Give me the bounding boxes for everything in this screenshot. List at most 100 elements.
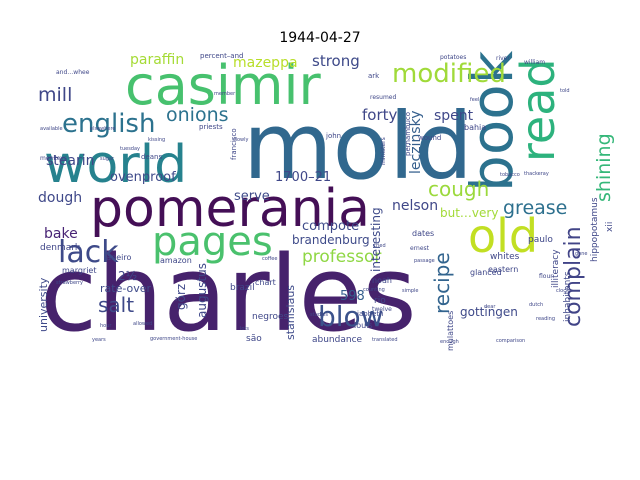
cloud-word: japheth [356,310,384,318]
cloud-word: percent–and [200,52,243,60]
cloud-word: tobacco [500,172,520,178]
cloud-word: inhabitants [563,271,573,322]
cloud-word: pomerania [90,179,370,239]
cloud-word: elsewhere [90,126,116,132]
cloud-word: görz [174,284,188,310]
cloud-word: cough [428,177,489,201]
cloud-word: amazon [160,256,192,265]
cloud-word: chart [255,278,276,287]
cloud-word: twelve [372,306,392,313]
cloud-word: lack [58,235,119,270]
cloud-word: casimir [125,54,322,117]
cloud-word: brandenburg [292,233,370,247]
cloud-word: john [325,132,341,140]
cloud-word: ernest [410,245,430,252]
cloud-word: william [524,59,545,66]
cloud-word: and…whee [56,69,90,76]
cloud-word: mill [38,84,72,106]
cloud-word: dutch [529,302,543,308]
cloud-word: thackeray [524,171,549,177]
cloud-word: kissing [148,137,165,143]
cloud-word: serve [234,189,270,204]
cloud-word: xii [605,222,615,232]
cloud-word: forty [362,106,398,124]
cloud-word: rio [374,296,386,306]
cloud-word: translated [372,337,398,343]
cloud-word: recipe [430,252,454,314]
cloud-word: ark [368,72,380,80]
cloud-word: janeiro [103,253,131,262]
cloud-word: charles [40,233,417,355]
cloud-word: english [62,109,155,139]
cloud-word: bake [44,226,78,242]
cloud-word: augustus [195,263,209,318]
cloud-word: shining [593,133,615,202]
cloud-word: hippopotamus [590,197,600,262]
cloud-word: 2½ [118,269,137,283]
cloud-word: ministers [380,137,387,165]
cloud-word: professor [302,247,381,267]
cloud-word: reading [536,316,555,322]
cloud-word: university [37,277,50,332]
cloud-word: simple [402,288,419,294]
cloud-word: lots [240,326,249,332]
cloud-word: salt [98,293,134,317]
cloud-word: told [560,88,570,94]
cloud-word: leczinsky [408,111,424,175]
cloud-word: dear [484,304,496,310]
cloud-word: government-house [150,336,197,342]
cloud-word: strawberry [56,280,83,286]
cloud-word: illiteracy [551,249,561,288]
cloud-word: brazil [230,283,255,293]
cloud-word: paulo [528,235,553,245]
cloud-word: passage [414,258,435,264]
cloud-word: read [511,58,565,162]
cloud-word: member [214,91,236,97]
cloud-word: eastern [488,265,518,274]
cloud-word: allowed [133,321,152,327]
cloud-word: abundance [312,335,363,345]
cloud-word: pages [152,219,273,265]
cloud-word: bahia [464,123,486,132]
cloud-word: mold [243,93,473,200]
cloud-word: blow [318,300,384,333]
cloud-word: comparison [496,338,525,344]
cloud-word: margriet [62,266,97,275]
cloud-word: sugar [100,156,115,162]
cloud-word: glanced [470,268,502,277]
cloud-word: enough [440,339,459,345]
cloud-word: spent [434,108,474,124]
cloud-word: clock [556,288,569,294]
cloud-word: mulattoes [446,311,455,351]
cloud-word: dates [412,229,434,238]
cloud-word: coffee [262,256,277,262]
cloud-word: book [458,50,526,192]
cloud-word: complain [561,226,586,327]
cloud-word: onions [166,104,229,126]
cloud-word: louis [354,321,373,330]
cloud-word: priests [199,123,223,131]
cloud-word: interesting [369,207,383,272]
cloud-word: ovenproof [110,170,176,185]
cloud-word: strong [312,52,360,70]
cloud-word: pernambuco [404,112,412,156]
cloud-word: years [92,337,106,343]
cloud-word: grease [503,197,567,219]
cloud-word: tried [374,243,386,249]
cloud-word: but…very [440,206,498,220]
cloud-word: slowly [233,137,249,143]
cloud-word: old [468,209,538,263]
cloud-word: mazeppa [233,55,298,71]
cloud-word: francisco [230,128,238,160]
cloud-word: flour [539,273,553,280]
cloud-word: potatoes [440,54,466,61]
cloud-word: stearin [46,153,95,169]
cloud-word: river [496,55,510,62]
cloud-word: world [44,135,187,195]
cloud-word: rate-over [100,282,152,295]
cloud-word: wound [418,134,441,142]
cloud-word: compote [302,219,359,234]
cloud-word: gottingen [460,305,518,319]
